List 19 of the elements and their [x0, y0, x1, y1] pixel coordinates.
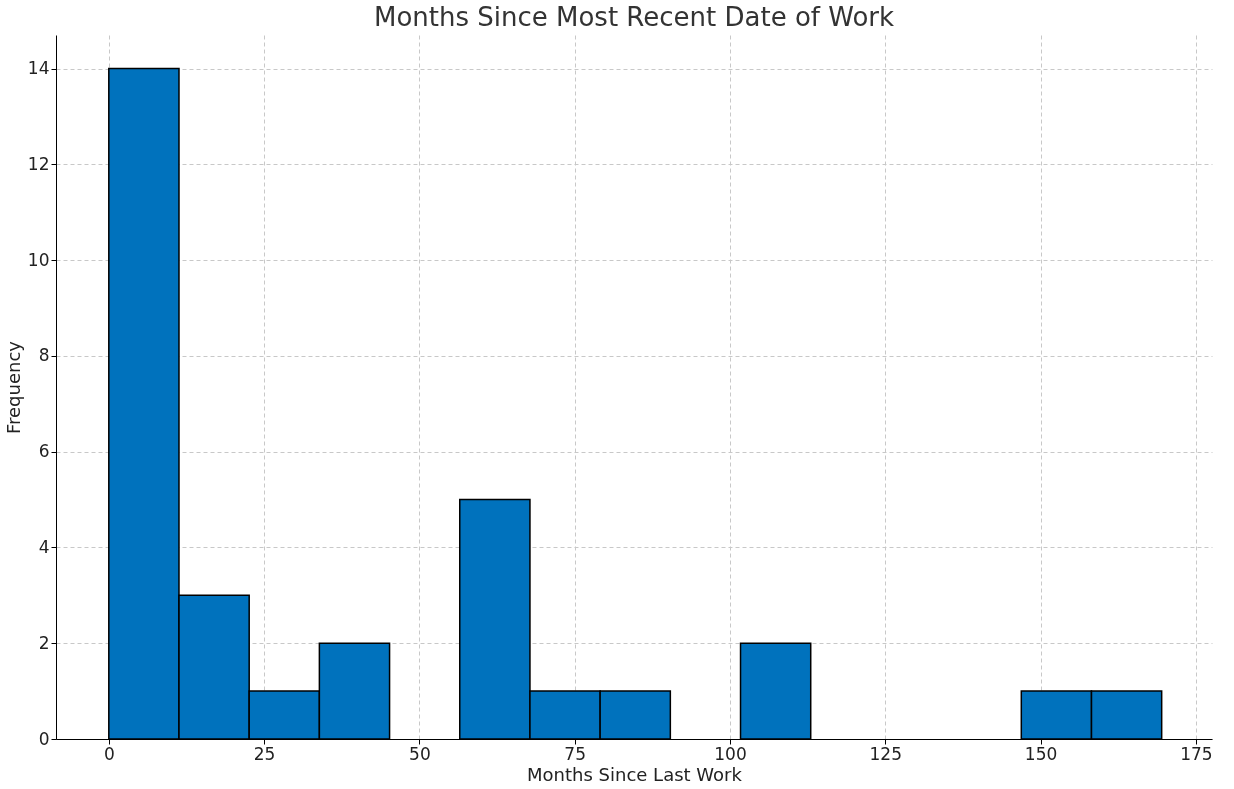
x-tick-label: 150: [1024, 743, 1058, 764]
y-tick-label: 8: [38, 345, 50, 366]
y-tick-label: 10: [27, 249, 50, 270]
y-tick-label: 0: [38, 728, 50, 749]
chart-title: Months Since Most Recent Date of Work: [373, 2, 895, 32]
x-tick-label: 100: [714, 743, 747, 764]
y-tick-label: 14: [27, 58, 50, 79]
y-tick-label: 12: [27, 153, 50, 174]
x-tick-label: 175: [1180, 743, 1213, 764]
y-tick-label: 6: [38, 441, 50, 462]
y-axis-title: Frequency: [2, 340, 24, 434]
x-tick-label: 0: [103, 743, 115, 764]
x-tick-label: 75: [564, 743, 586, 764]
y-tick-label: 2: [38, 632, 50, 653]
x-tick-label: 25: [253, 743, 276, 764]
x-tick-label: 50: [409, 743, 431, 764]
x-axis-title: Months Since Last Work: [527, 763, 743, 785]
y-tick-label: 4: [38, 536, 50, 557]
x-tick-label: 125: [869, 743, 902, 764]
